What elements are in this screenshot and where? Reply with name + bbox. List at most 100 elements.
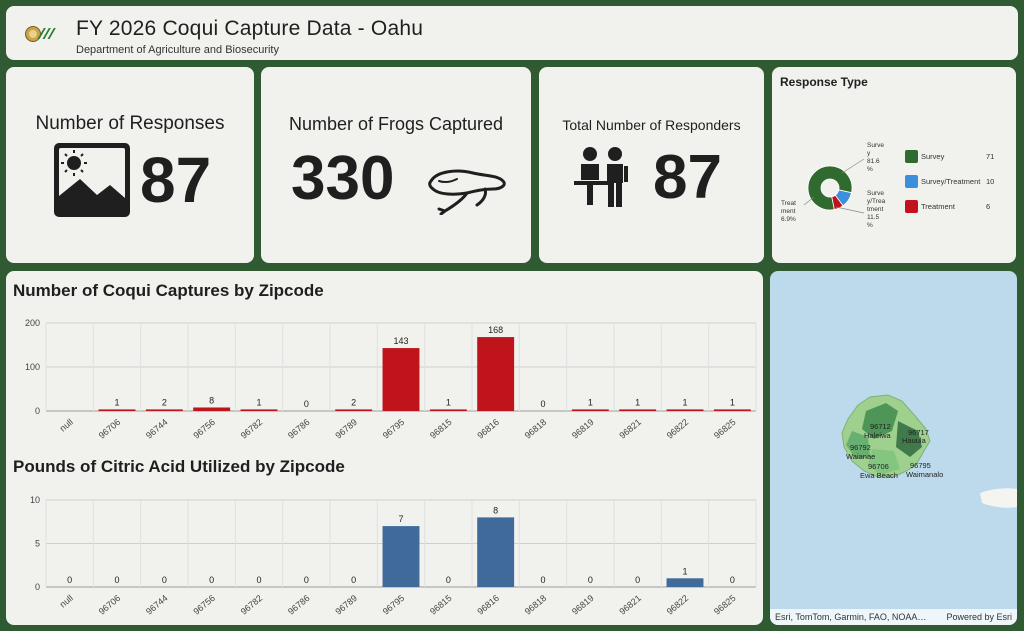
data-label: 0	[304, 575, 309, 585]
x-tick-label: 96756	[191, 417, 217, 441]
legend-label: Survey	[921, 152, 945, 161]
zipcode-charts-panel[interactable]: Number of Coqui Captures by Zipcode Poun…	[6, 271, 763, 625]
pie-slice[interactable]	[831, 194, 844, 211]
page-subtitle: Department of Agriculture and Biosecurit…	[76, 44, 279, 56]
x-tick-label: 96816	[475, 593, 501, 617]
response-type-panel[interactable]: Response Type Surve y 81.6% Surve y/Trea tmen…	[772, 67, 1016, 263]
pie-slice-label: 6.9%	[781, 216, 796, 223]
data-label: 1	[682, 397, 687, 407]
indicator-frogs-label: Number of Frogs Captured	[288, 114, 504, 134]
legend-swatch[interactable]	[905, 175, 918, 188]
frog-icon	[428, 169, 506, 215]
x-tick-label: 96818	[523, 593, 549, 617]
bar[interactable]	[477, 517, 515, 587]
y-tick-label: 0	[35, 582, 40, 592]
pie-slice-label: Surve	[867, 190, 884, 197]
bar[interactable]	[666, 578, 704, 587]
zip-region-south[interactable]	[868, 449, 900, 475]
people-icon	[574, 147, 628, 207]
data-label: 2	[351, 397, 356, 407]
pie-slice-label: ment	[781, 208, 796, 215]
data-label: 1	[114, 397, 119, 407]
captures-chart-title: Number of Coqui Captures by Zipcode	[13, 281, 324, 300]
x-tick-label: 96782	[239, 417, 265, 441]
indicator-responders[interactable]: Total Number of Responders 87	[539, 67, 764, 263]
x-tick-label: 96819	[570, 417, 596, 441]
pie-slice-label: y/Trea	[867, 198, 886, 205]
pie-slice-label: %	[867, 222, 873, 229]
legend-swatch[interactable]	[905, 200, 918, 213]
map-place-label: Hauula	[902, 436, 927, 445]
zip-region-north[interactable]	[862, 403, 898, 439]
x-tick-label: 96706	[97, 417, 123, 441]
data-label: 0	[209, 575, 214, 585]
x-tick-label: null	[58, 593, 75, 610]
map-place-label: Ewa Beach	[860, 471, 898, 480]
header-bar: FY 2026 Coqui Capture Data - Oahu Depart…	[6, 6, 1018, 60]
data-label: 0	[162, 575, 167, 585]
x-tick-label: 96795	[381, 417, 407, 441]
map-place-label: 96795	[910, 461, 931, 470]
pie-slice-label: 81.6	[867, 158, 880, 165]
data-label: 0	[67, 575, 72, 585]
data-label: 0	[446, 575, 451, 585]
response-type-chart: Survey81.6%Survey/Treatment11.5%Treatmen…	[781, 142, 994, 229]
bar[interactable]	[145, 409, 183, 411]
bar[interactable]	[429, 409, 467, 411]
oahu-map[interactable]: 96712 Haleiwa 96717 Hauula 96792 Waianae 96706…	[770, 271, 1017, 625]
indicator-frogs[interactable]: Number of Frogs Captured 330	[261, 67, 531, 263]
legend-value: 71	[986, 152, 994, 161]
bar[interactable]	[240, 409, 278, 411]
data-label: 0	[588, 575, 593, 585]
map-place-label: 96706	[868, 462, 889, 471]
legend-swatch[interactable]	[905, 150, 918, 163]
pie-callout-line	[841, 158, 865, 174]
data-label: 0	[635, 575, 640, 585]
y-tick-label: 0	[35, 406, 40, 416]
data-label: 1	[588, 397, 593, 407]
bar[interactable]	[335, 409, 373, 411]
y-tick-label: 5	[35, 539, 40, 549]
x-tick-label: 96818	[523, 417, 549, 441]
data-label: 1	[446, 397, 451, 407]
bar[interactable]	[382, 348, 420, 411]
pie-slice-label: y	[867, 150, 871, 157]
zip-region-west[interactable]	[846, 431, 870, 459]
indicator-responses[interactable]: Number of Responses 87	[6, 67, 254, 263]
attribution-text: Esri, TomTom, Garmin, FAO, NOAA…	[775, 612, 927, 622]
pie-slice[interactable]	[807, 165, 853, 211]
captures-bar-chart: 0 100 200 null 1 96706 2 96744 8 96756 1 96782 0 9678…	[25, 318, 757, 441]
x-tick-label: 96825	[712, 593, 738, 617]
x-tick-label: 96782	[239, 593, 265, 617]
bar[interactable]	[713, 409, 751, 411]
x-tick-label: 96744	[144, 417, 170, 441]
bar[interactable]	[98, 409, 136, 411]
map-place-label: Haleiwa	[864, 431, 892, 440]
citric-chart-title: Pounds of Citric Acid Utilized by Zipcod…	[13, 457, 345, 476]
citric-acid-bar-chart: 05100null0967060967440967560967820967860…	[30, 495, 757, 617]
bar[interactable]	[619, 409, 657, 411]
y-tick-label: 10	[30, 495, 40, 505]
legend-label: Treatment	[921, 202, 956, 211]
bar[interactable]	[382, 526, 420, 587]
map-place-label: 96712	[870, 422, 891, 431]
pie-slice-label: 11.5	[867, 214, 880, 221]
data-label: 168	[488, 325, 503, 335]
bar[interactable]	[193, 407, 231, 411]
x-tick-label: 96756	[191, 593, 217, 617]
image-icon	[54, 143, 130, 217]
x-tick-label: null	[58, 417, 75, 434]
data-label: 2	[162, 397, 167, 407]
x-tick-label: 96822	[665, 417, 691, 441]
data-label: 7	[398, 514, 403, 524]
zip-region-east[interactable]	[896, 421, 922, 457]
map-attribution: Esri, TomTom, Garmin, FAO, NOAA… Powered…	[770, 609, 1017, 625]
bar[interactable]	[666, 409, 704, 411]
bar[interactable]	[477, 337, 515, 411]
bar[interactable]	[571, 409, 609, 411]
data-label: 143	[393, 336, 408, 346]
indicator-responders-value: 87	[653, 143, 722, 212]
powered-by-text[interactable]: Powered by Esri	[946, 612, 1012, 622]
